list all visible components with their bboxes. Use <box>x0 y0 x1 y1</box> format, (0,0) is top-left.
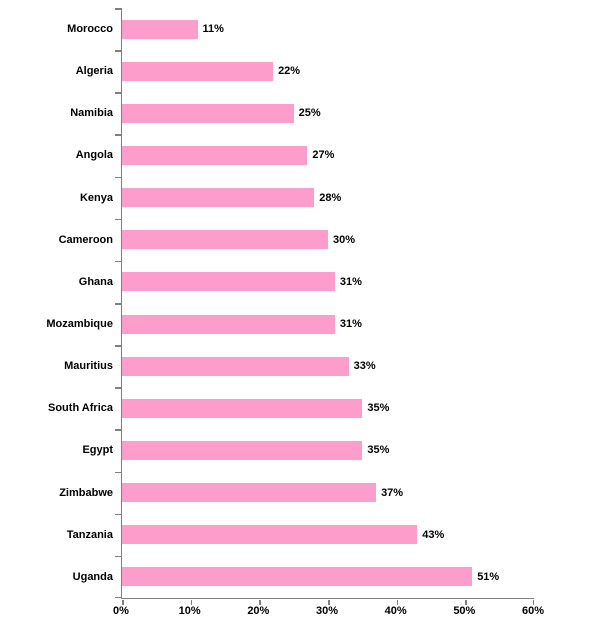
value-label: 37% <box>381 486 404 499</box>
value-label: 28% <box>319 191 342 204</box>
y-axis-tick <box>115 429 122 431</box>
bar <box>122 440 363 460</box>
y-axis-tick <box>115 134 122 136</box>
bars-container: 11% 22% 25% 27% 28% 30% 31% 31% 33% 35% 35% 37% 43% 5… <box>122 8 534 598</box>
category-label: Zimbabwe <box>59 486 113 499</box>
y-axis-tick <box>115 218 122 221</box>
x-axis-tick-label: 60% <box>521 605 545 617</box>
y-axis-tick <box>115 387 122 389</box>
category-label: Egypt <box>82 444 113 457</box>
bar <box>122 398 363 418</box>
y-axis-tick <box>115 555 122 558</box>
category-label: Mauritius <box>64 360 113 373</box>
bar <box>122 19 198 39</box>
bar <box>122 61 274 81</box>
bar <box>122 483 377 503</box>
bar-row: 51% <box>122 556 534 598</box>
bar-row: 28% <box>122 177 534 219</box>
bar-row: 22% <box>122 50 534 92</box>
value-label: 30% <box>333 233 356 246</box>
category-label: Mozambique <box>46 318 113 331</box>
category-label: Angola <box>75 149 113 162</box>
value-label: 31% <box>339 275 362 288</box>
value-label: 33% <box>353 360 376 373</box>
bar <box>122 103 294 123</box>
y-axis-tick <box>115 596 122 598</box>
bar-row: 43% <box>122 514 534 556</box>
bar <box>122 314 335 334</box>
bar-row: 31% <box>122 303 534 345</box>
bar <box>122 356 349 376</box>
category-label: South Africa <box>48 402 113 415</box>
value-label: 22% <box>278 65 301 78</box>
bar <box>122 525 418 545</box>
bar-row: 35% <box>122 387 534 429</box>
bar-row: 11% <box>122 8 534 50</box>
x-axis-tick-label: 50% <box>453 605 476 617</box>
bar <box>122 272 335 292</box>
value-label: 25% <box>298 107 321 120</box>
plot-area: 11% 22% 25% 27% 28% 30% 31% 31% 33% 35% 35% 37% 43% 5… <box>115 8 534 605</box>
category-axis-labels: Morocco Algeria Namibia Angola Kenya Cameroon… <box>0 8 113 598</box>
value-label: 35% <box>367 402 390 415</box>
category-label: Tanzania <box>66 528 113 541</box>
bar-row: 30% <box>122 219 534 261</box>
y-axis-tick <box>115 471 122 474</box>
value-label: 31% <box>339 318 362 331</box>
value-label: 35% <box>367 444 390 457</box>
y-axis-tick <box>115 513 122 516</box>
y-axis-tick <box>115 176 122 179</box>
x-axis-tick-label: 20% <box>247 605 270 617</box>
bar-row: 31% <box>122 261 534 303</box>
x-axis-tick-label: 40% <box>384 605 407 617</box>
x-axis-tick-label: 30% <box>315 605 339 617</box>
category-label: Algeria <box>75 65 113 78</box>
value-label: 43% <box>422 528 445 541</box>
x-axis-tick-label: 0% <box>113 605 129 617</box>
bar <box>122 230 328 250</box>
category-label: Namibia <box>70 107 113 120</box>
bar-row: 25% <box>122 92 534 134</box>
category-label: Morocco <box>67 23 113 36</box>
y-axis-tick <box>115 303 122 305</box>
bar <box>122 188 315 208</box>
x-axis-tick-label: 10% <box>178 605 201 617</box>
y-axis-tick <box>115 260 122 263</box>
value-label: 11% <box>202 23 224 36</box>
category-label: Cameroon <box>58 233 113 246</box>
category-label: Ghana <box>78 275 113 288</box>
y-axis-tick <box>115 8 122 10</box>
bar-row: 27% <box>122 134 534 176</box>
bar-row: 35% <box>122 429 534 471</box>
value-label: 51% <box>477 570 500 583</box>
bar <box>122 145 308 165</box>
bar-row: 33% <box>122 345 534 387</box>
bar <box>122 567 473 587</box>
y-axis-tick <box>115 92 122 94</box>
y-axis-tick <box>115 50 122 52</box>
value-label: 27% <box>312 149 335 162</box>
y-axis-tick <box>115 345 122 347</box>
category-label: Kenya <box>79 191 113 204</box>
category-label: Uganda <box>72 570 113 583</box>
bar-row: 37% <box>122 472 534 514</box>
